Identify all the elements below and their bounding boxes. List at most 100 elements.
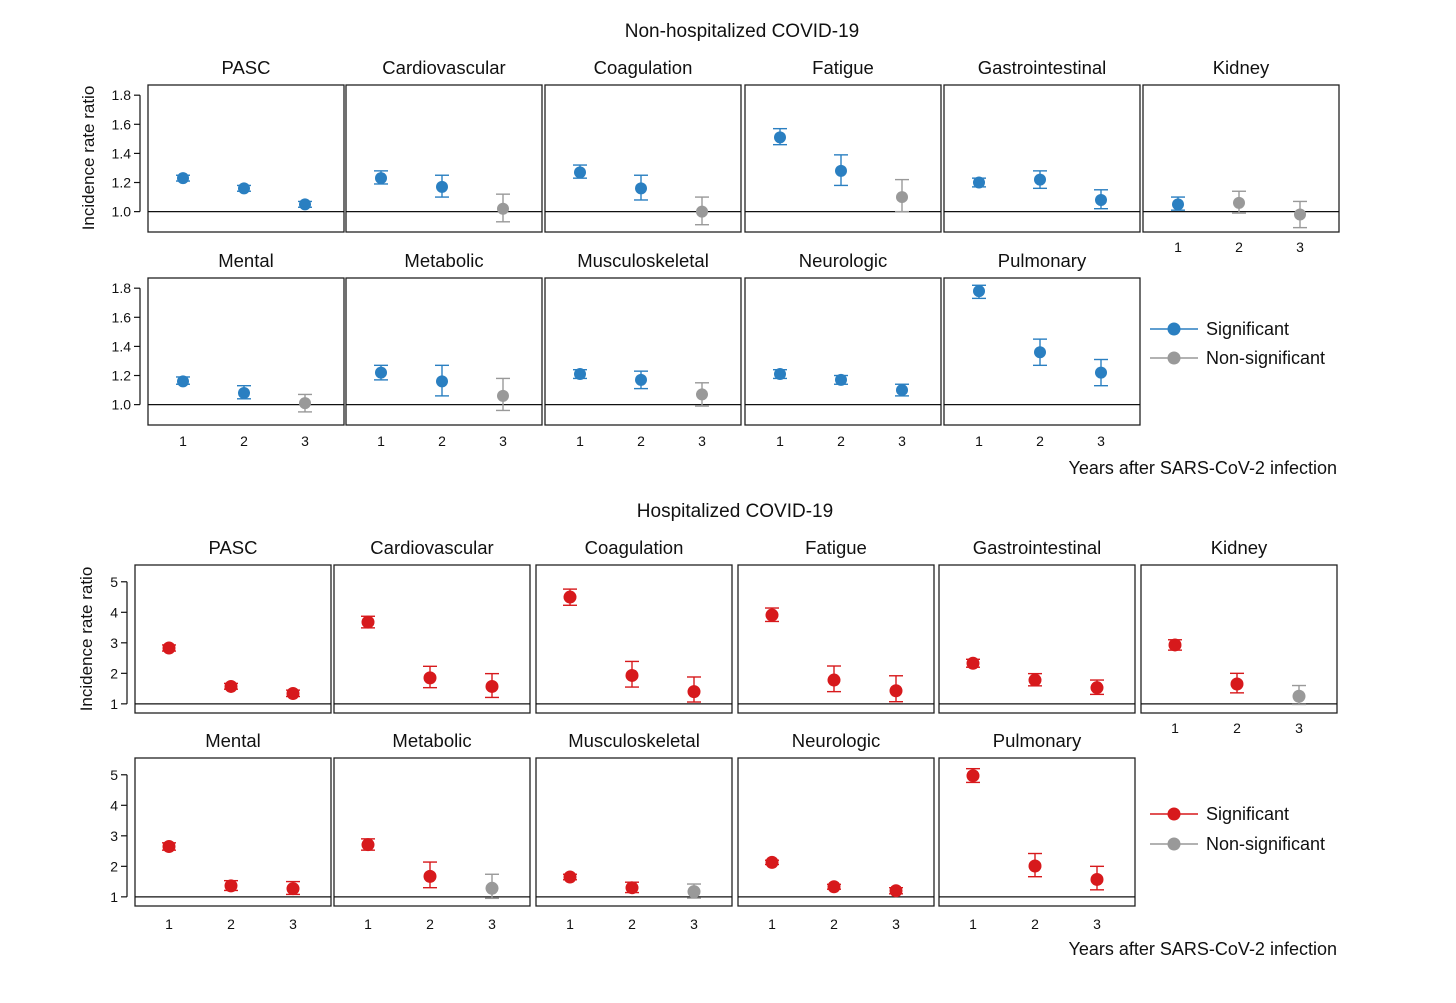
point-marker xyxy=(1028,859,1042,873)
data-point xyxy=(1232,190,1246,214)
panel-metabolic: Metabolic 1 2 3 xyxy=(345,250,543,449)
data-point xyxy=(485,873,499,900)
data-point xyxy=(1292,684,1306,706)
x-axis: 1 2 3 xyxy=(969,916,1101,932)
point-marker xyxy=(696,205,708,218)
data-point xyxy=(1171,196,1185,211)
point-marker xyxy=(563,590,577,604)
data-point xyxy=(1230,672,1244,694)
x-tick-label: 2 xyxy=(426,916,434,932)
point-marker xyxy=(485,679,499,693)
data-point xyxy=(966,656,980,670)
y-axis: 1.0 1.2 1.4 1.6 1.8 xyxy=(112,87,141,220)
point-marker xyxy=(361,615,375,629)
x-tick-label: 2 xyxy=(1036,433,1044,449)
panel-frame xyxy=(1142,84,1340,233)
panel-kidney: Kidney 1 2 3 xyxy=(1142,57,1340,255)
x-tick-label: 1 xyxy=(179,433,187,449)
panel-title: Mental xyxy=(218,250,274,271)
chart-title: Hospitalized COVID-19 xyxy=(637,501,833,522)
y-axis-label: Incidence rate ratio xyxy=(79,86,98,231)
point-marker xyxy=(361,838,375,852)
panel-frame xyxy=(943,277,1141,426)
panel-musculoskeletal: Musculoskeletal 1 2 3 xyxy=(544,250,742,449)
y-tick-label: 1 xyxy=(110,889,118,905)
data-point xyxy=(162,641,176,655)
point-marker xyxy=(765,855,779,869)
point-marker xyxy=(423,671,437,685)
panel-neurologic: Neurologic 1 2 3 xyxy=(737,730,935,932)
panel-cardiovascular: Cardiovascular xyxy=(333,537,531,714)
panel-title: Fatigue xyxy=(805,537,867,558)
panel-title: Musculoskeletal xyxy=(568,730,700,751)
data-point xyxy=(972,176,986,189)
y-tick-label: 2 xyxy=(110,858,118,874)
x-tick-label: 1 xyxy=(975,433,983,449)
y-tick-label: 4 xyxy=(110,797,118,813)
panel-mental: Mental 1.0 1.2 1.4 1.6 1.8 1 2 3 xyxy=(112,250,345,449)
legend-non-significant: Non-significant xyxy=(1150,834,1325,854)
x-tick-label: 1 xyxy=(969,916,977,932)
panel-title: Neurologic xyxy=(792,730,880,751)
panel-mental: Mental 1 2 3 4 5 1 2 3 xyxy=(110,730,332,932)
x-tick-label: 3 xyxy=(1093,916,1101,932)
non-hospitalized-chart: Non-hospitalized COVID-19 Incidence rate … xyxy=(79,21,1340,478)
data-point xyxy=(573,164,587,179)
y-tick-label: 1.8 xyxy=(112,280,132,296)
data-point xyxy=(361,838,375,852)
data-point xyxy=(496,377,510,412)
point-marker xyxy=(774,368,786,381)
legend-significant: Significant xyxy=(1150,804,1289,824)
panel-frame xyxy=(943,84,1141,233)
point-marker xyxy=(1095,193,1107,206)
panel-gastrointestinal: Gastrointestinal xyxy=(943,57,1141,233)
point-marker xyxy=(835,164,847,177)
y-tick-label: 2 xyxy=(110,665,118,681)
point-marker xyxy=(423,869,437,883)
point-marker xyxy=(299,397,311,410)
point-marker xyxy=(635,182,647,195)
data-point xyxy=(224,679,238,693)
data-point xyxy=(1094,358,1108,387)
data-point xyxy=(162,839,176,853)
x-axis: 1 2 3 xyxy=(975,433,1105,449)
x-tick-label: 3 xyxy=(698,433,706,449)
data-point xyxy=(695,196,709,226)
panel-title: Musculoskeletal xyxy=(577,250,709,271)
panel-coagulation: Coagulation xyxy=(535,537,733,714)
point-marker xyxy=(238,386,250,399)
y-tick-label: 1.2 xyxy=(112,368,132,384)
y-tick-label: 3 xyxy=(110,828,118,844)
panel-title: Neurologic xyxy=(799,250,887,271)
panel-title: Gastrointestinal xyxy=(973,537,1102,558)
point-marker xyxy=(224,879,238,893)
x-tick-label: 1 xyxy=(364,916,372,932)
point-marker xyxy=(162,839,176,853)
x-tick-label: 1 xyxy=(776,433,784,449)
point-marker xyxy=(375,366,387,379)
point-marker xyxy=(563,870,577,884)
panel-title: Coagulation xyxy=(594,57,693,78)
x-axis-label: Years after SARS-CoV-2 infection xyxy=(1069,939,1337,959)
point-marker xyxy=(827,673,841,687)
data-point xyxy=(687,883,701,899)
point-marker xyxy=(896,191,908,204)
panel-title: Cardiovascular xyxy=(382,57,505,78)
panel-frame xyxy=(744,84,942,233)
panel-frame xyxy=(737,757,935,907)
legend: Significant Non-significant xyxy=(1150,319,1325,368)
x-tick-label: 2 xyxy=(1233,720,1241,736)
data-point xyxy=(827,880,841,894)
x-tick-label: 3 xyxy=(499,433,507,449)
data-point xyxy=(827,665,841,693)
panel-frame xyxy=(544,277,742,426)
data-point xyxy=(374,364,388,381)
x-tick-label: 2 xyxy=(1235,239,1243,255)
panel-title: PASC xyxy=(208,537,257,558)
y-tick-label: 4 xyxy=(110,604,118,620)
x-tick-label: 2 xyxy=(1031,916,1039,932)
panel-musculoskeletal: Musculoskeletal 1 2 3 xyxy=(535,730,733,932)
point-marker xyxy=(1168,638,1182,652)
data-point xyxy=(895,383,909,397)
